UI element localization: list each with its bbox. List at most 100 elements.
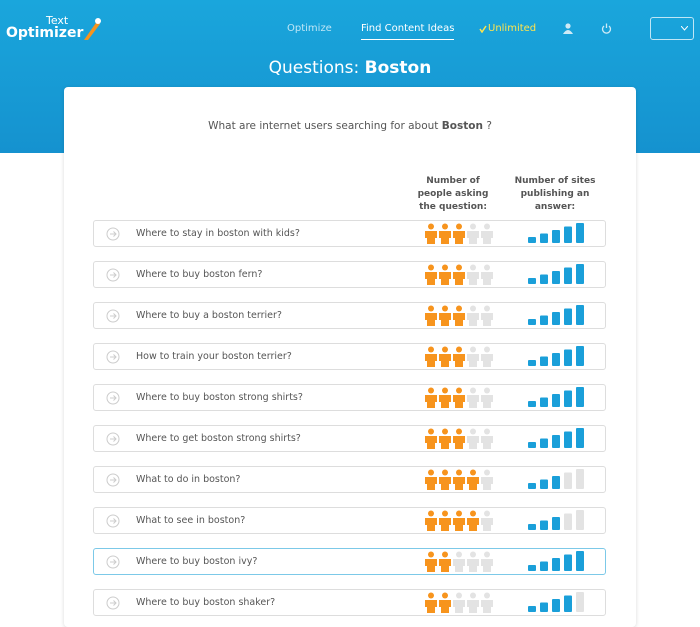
person-icon: [425, 551, 437, 572]
person-body: [439, 313, 451, 326]
person-head: [442, 264, 448, 271]
question-row[interactable]: Where to buy a boston terrier?: [93, 302, 606, 329]
site-bar: [528, 565, 536, 571]
question-row[interactable]: What to do in boston?: [93, 466, 606, 493]
people-rating: [425, 305, 493, 326]
people-rating: [425, 592, 493, 613]
arrow-icon: [106, 268, 120, 282]
question-row[interactable]: Where to buy boston ivy?: [93, 548, 606, 575]
nav-find-content[interactable]: Find Content Ideas: [361, 23, 455, 40]
person-head: [456, 346, 462, 353]
site-bar: [576, 305, 584, 325]
person-head: [456, 510, 462, 517]
person-head: [470, 264, 476, 271]
question-row[interactable]: What to see in boston?: [93, 507, 606, 534]
site-bar: [564, 554, 572, 571]
sites-rating: [528, 428, 584, 448]
question-row[interactable]: Where to buy boston shaker?: [93, 589, 606, 616]
nav-unlimited[interactable]: Unlimited: [488, 23, 537, 34]
dropdown[interactable]: [650, 17, 694, 40]
person-head: [484, 592, 490, 599]
person-head: [428, 387, 434, 394]
logo-main: Optimizer: [6, 25, 84, 41]
sites-rating: [528, 264, 584, 284]
arrow: [110, 518, 117, 524]
person-body: [481, 354, 493, 367]
person-icon: [439, 346, 451, 367]
person-body: [425, 313, 437, 326]
person-icon: [425, 510, 437, 531]
person-head: [442, 592, 448, 599]
person-body: [439, 436, 451, 449]
person-head: [442, 346, 448, 353]
sites-rating: [528, 346, 584, 366]
user-icon[interactable]: [563, 23, 573, 34]
site-bar: [528, 442, 536, 448]
person-icon: [439, 305, 451, 326]
site-bar: [552, 271, 560, 284]
person-body: [467, 272, 479, 285]
person-icon: [425, 305, 437, 326]
person-body: [439, 272, 451, 285]
site-bar: [540, 315, 548, 325]
person-head: [470, 551, 476, 558]
person-body: [467, 477, 479, 490]
sites-rating: [528, 387, 584, 407]
person-head: [456, 264, 462, 271]
person-icon: [467, 469, 479, 490]
person-icon: [453, 469, 465, 490]
person-icon: [439, 469, 451, 490]
question-row[interactable]: Where to buy boston fern?: [93, 261, 606, 288]
person-icon: [425, 346, 437, 367]
sites-rating: [528, 551, 584, 571]
arrow-icon: [106, 555, 120, 569]
person-head: [456, 387, 462, 394]
question-row[interactable]: Where to stay in boston with kids?: [93, 220, 606, 247]
arrow-icon: [106, 391, 120, 405]
site-bar: [540, 356, 548, 366]
question-row[interactable]: How to train your boston terrier?: [93, 343, 606, 370]
person-icon: [467, 510, 479, 531]
person-body: [425, 477, 437, 490]
site-bar: [576, 428, 584, 448]
site-bar: [552, 435, 560, 448]
person-head: [428, 346, 434, 353]
person-body: [439, 559, 451, 572]
power-icon[interactable]: [601, 23, 612, 34]
person-head: [428, 592, 434, 599]
person-icon: [439, 387, 451, 408]
site-bar: [564, 431, 572, 448]
site-bar: [576, 592, 584, 612]
site-bar: [576, 387, 584, 407]
site-bar: [576, 510, 584, 530]
person-body: [481, 559, 493, 572]
person-icon: [467, 387, 479, 408]
person-body: [453, 354, 465, 367]
arrow-circle: [106, 391, 120, 405]
person-body: [481, 395, 493, 408]
person-icon: [481, 387, 493, 408]
site-bar: [576, 469, 584, 489]
site-bar: [564, 390, 572, 407]
question-row[interactable]: Where to buy boston strong shirts?: [93, 384, 606, 411]
people-rating: [425, 510, 493, 531]
site-bar: [540, 438, 548, 448]
site-bar: [552, 312, 560, 325]
people-rating: [425, 346, 493, 367]
question-text: Where to stay in boston with kids?: [136, 228, 300, 239]
question-row[interactable]: Where to get boston strong shirts?: [93, 425, 606, 452]
person-body: [481, 272, 493, 285]
person-body: [481, 436, 493, 449]
arrow-icon: [106, 350, 120, 364]
person-head: [428, 223, 434, 230]
arrow: [110, 477, 117, 483]
person-head: [456, 305, 462, 312]
person-body: [425, 354, 437, 367]
person-head: [456, 551, 462, 558]
nav-optimize[interactable]: Optimize: [287, 23, 332, 34]
person-icon: [453, 305, 465, 326]
arrow-icon: [106, 432, 120, 446]
person-icon: [439, 428, 451, 449]
site-bar: [564, 267, 572, 284]
arrow-circle: [106, 432, 120, 446]
